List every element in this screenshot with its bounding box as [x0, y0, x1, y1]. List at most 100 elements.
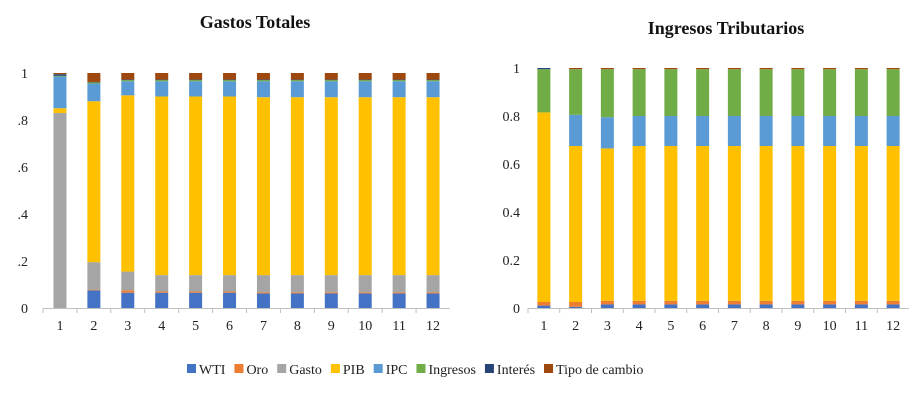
y-tick-label: .8: [18, 114, 29, 129]
bar-segment: [256, 73, 270, 80]
bar-segment: [155, 275, 169, 292]
bar-segment: [53, 76, 67, 109]
bar-segment: [155, 291, 169, 293]
legend-label: Gasto: [289, 363, 322, 378]
bar-segment: [759, 69, 773, 116]
bar-segment: [256, 293, 270, 308]
bar-segment: [358, 81, 372, 98]
bar-segment: [392, 292, 406, 294]
y-tick-label: 0.4: [503, 206, 521, 221]
bar-segment: [886, 116, 900, 146]
bar-segment: [121, 271, 135, 291]
x-tick-label: 7: [260, 319, 267, 334]
x-tick-label: 4: [158, 319, 165, 334]
bar-segment: [189, 81, 203, 97]
bar-segment: [189, 275, 203, 292]
bar-segment: [290, 292, 304, 294]
bar-segment: [791, 68, 805, 70]
bar-segment: [290, 73, 304, 80]
bar-segment: [87, 289, 101, 291]
bar-segment: [87, 290, 101, 308]
bar-segment: [53, 108, 67, 113]
x-tick-label: 10: [823, 319, 837, 334]
x-tick-label: 5: [667, 319, 674, 334]
bar-segment: [87, 73, 101, 82]
bar-segment: [392, 80, 406, 82]
bar-segment: [854, 69, 868, 116]
bar-segment: [121, 292, 135, 308]
bar-segment: [791, 304, 805, 308]
bar-segment: [664, 69, 678, 116]
x-tick-label: 6: [226, 319, 233, 334]
chart-title-ingresos: Ingresos Tributarios: [648, 18, 805, 38]
bar-segment: [664, 300, 678, 305]
bar-segment: [569, 69, 583, 115]
bar-segment: [223, 80, 237, 82]
bar-segment: [256, 97, 270, 276]
bar-segment: [87, 83, 101, 102]
legend-label: PIB: [343, 363, 365, 378]
bar-segment: [759, 300, 773, 305]
bar-segment: [600, 148, 614, 301]
x-tick-label: 2: [572, 319, 579, 334]
bar-segment: [223, 292, 237, 308]
bar-segment: [569, 114, 583, 146]
legend-item: IPC: [373, 363, 407, 378]
bar-segment: [696, 68, 710, 70]
legend-swatch: [234, 364, 244, 373]
bar-segment: [155, 73, 169, 80]
x-tick-label: 8: [294, 319, 301, 334]
bar-segment: [189, 291, 203, 293]
bar-segment: [632, 304, 646, 308]
bar-segment: [791, 69, 805, 116]
bar-segment: [823, 116, 837, 146]
x-tick-label: 4: [636, 319, 643, 334]
bar-segment: [600, 304, 614, 308]
bar-segment: [537, 112, 551, 303]
legend-item: PIB: [330, 363, 365, 378]
bar-segment: [632, 300, 646, 305]
legend-item: Gasto: [277, 363, 322, 378]
bar-segment: [886, 68, 900, 70]
bar-segment: [189, 73, 203, 80]
bar-segment: [426, 293, 440, 308]
bar-segment: [696, 116, 710, 146]
bar-segment: [854, 116, 868, 146]
bar-segment: [537, 305, 551, 308]
bar-segment: [426, 80, 440, 82]
bar-segment: [854, 304, 868, 308]
bar-segment: [53, 112, 67, 308]
bar-segment: [632, 69, 646, 116]
bar-segment: [823, 68, 837, 70]
bar-segment: [664, 304, 678, 308]
bar-segment: [324, 81, 338, 98]
legend-swatch: [544, 364, 554, 373]
legend-label: Interés: [497, 363, 535, 378]
bar-segment: [886, 300, 900, 305]
bar-segment: [823, 146, 837, 301]
legend-label: Oro: [246, 363, 268, 378]
x-tick-label: 9: [794, 319, 801, 334]
bar-segment: [358, 293, 372, 308]
bar-segment: [324, 293, 338, 308]
bar-segment: [854, 68, 868, 70]
bar-segment: [290, 293, 304, 308]
bar-segment: [53, 75, 67, 77]
y-tick-label: 1: [513, 62, 520, 77]
bar-segment: [358, 80, 372, 82]
x-tick-label: 5: [192, 319, 199, 334]
bar-segment: [426, 73, 440, 80]
chart-title-gastos: Gastos Totales: [200, 12, 311, 32]
bar-segment: [324, 292, 338, 294]
bar-segment: [537, 68, 551, 70]
bar-segment: [426, 292, 440, 294]
x-tick-label: 12: [886, 319, 900, 334]
x-tick-label: 3: [604, 319, 611, 334]
bar-segment: [155, 96, 169, 276]
x-tick-label: 12: [426, 319, 440, 334]
legend-item: Ingresos: [416, 363, 476, 378]
y-tick-label: 0.2: [503, 254, 521, 269]
bar-segment: [727, 69, 741, 116]
bar-segment: [358, 275, 372, 293]
